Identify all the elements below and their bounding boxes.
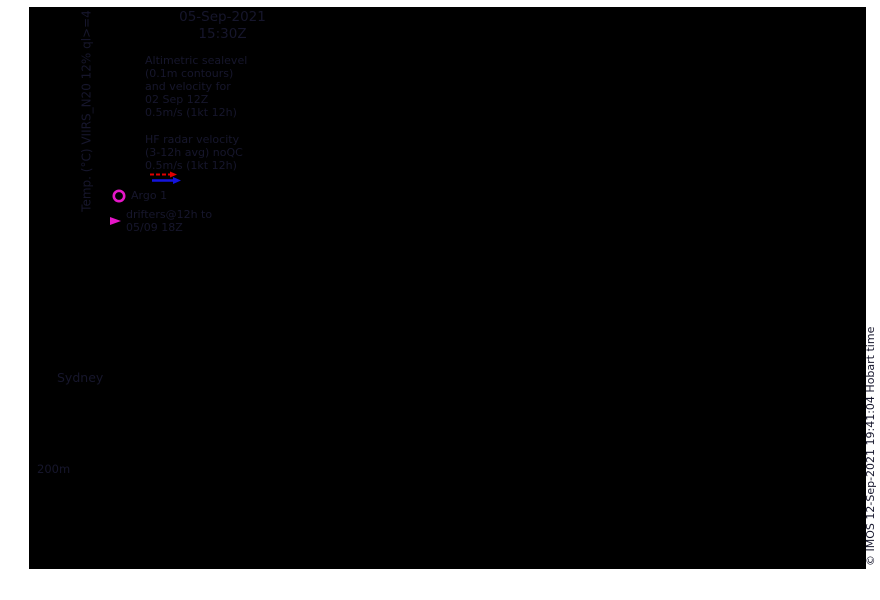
title-date: 05-Sep-2021: [179, 9, 266, 25]
legend-radar-line2: (3-12h avg) noQC: [145, 146, 243, 159]
isobath-legend-line: [37, 480, 68, 482]
legend-radar-line1: HF radar velocity: [145, 133, 240, 146]
isobath-200m-label: 200m: [37, 462, 71, 476]
legend-argo-label: Argo 1: [131, 189, 168, 202]
legend-altimetric-line4: 02 Sep 12Z: [145, 93, 209, 106]
ocean-background: [30, 8, 865, 568]
legend-drifters-line2: 05/09 18Z: [126, 221, 183, 234]
title-time: 15:30Z: [198, 26, 247, 42]
legend-altimetric-line3: and velocity for: [145, 80, 231, 93]
legend-altimetric-line5: 0.5m/s (1kt 12h): [145, 106, 237, 119]
temperature-colorbar: [43, 12, 57, 214]
legend-altimetric-line2: (0.1m contours): [145, 67, 234, 80]
legend-drifters-line1: drifters@12h to: [126, 208, 213, 221]
legend-altimetric-line1: Altimetric sealevel: [145, 54, 248, 67]
map-title: 05-Sep-2021 15:30Z: [130, 9, 315, 43]
map-plot-area: [29, 7, 866, 569]
sst-map-canvas: [30, 8, 865, 568]
city-label-sydney: Sydney: [57, 370, 104, 385]
imos-credit-text: © IMOS 12-Sep-2021 19:41:04 Hobart time: [864, 326, 877, 566]
legend-radar-line3: 0.5m/s (1kt 12h): [145, 159, 237, 172]
colorbar-axis-label: Temp. (°C) VIIRS_N20 12% ql>=4: [79, 10, 94, 212]
